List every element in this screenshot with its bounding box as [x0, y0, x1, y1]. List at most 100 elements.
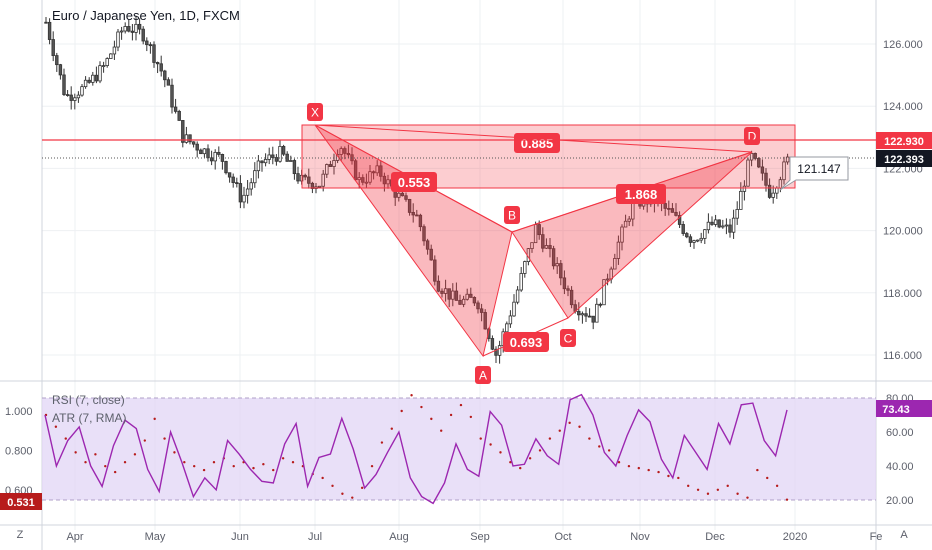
- atr-value-tag: 0.531: [0, 493, 42, 510]
- candle: [566, 285, 570, 297]
- candle-body: [440, 290, 444, 294]
- x-tick-label: Sep: [470, 531, 490, 543]
- candle-body: [415, 214, 419, 217]
- candle-body: [422, 226, 426, 242]
- candle-body: [238, 183, 243, 203]
- candle-body: [667, 207, 671, 210]
- candle-body: [281, 146, 286, 155]
- candle-body: [101, 65, 106, 67]
- candle: [148, 42, 153, 54]
- candle-body: [271, 154, 275, 158]
- candle-body: [785, 156, 790, 163]
- candle-body: [343, 148, 347, 154]
- candle: [454, 282, 459, 301]
- candle-body: [685, 233, 689, 238]
- atr-tag-text: 0.531: [7, 497, 35, 509]
- candle: [188, 134, 192, 145]
- candle: [267, 147, 271, 165]
- candle-body: [746, 159, 750, 187]
- candle-body: [242, 194, 246, 203]
- candle: [130, 24, 135, 41]
- atr-point: [637, 466, 640, 470]
- candle: [674, 203, 678, 217]
- candle: [141, 26, 145, 45]
- candle-body: [515, 289, 520, 303]
- candle-body: [760, 166, 765, 174]
- candle-body: [321, 173, 325, 187]
- candle: [281, 144, 286, 157]
- y-tick-label: 126.000: [883, 39, 923, 51]
- candle-body: [584, 313, 588, 317]
- pattern-point-label: A: [479, 369, 487, 383]
- candle: [310, 181, 315, 194]
- candle: [83, 76, 88, 89]
- candle-body: [735, 209, 739, 219]
- candle-body: [451, 290, 455, 300]
- atr-point: [746, 496, 749, 499]
- pattern-point-x: X: [307, 103, 323, 121]
- candle: [137, 18, 142, 35]
- candle: [461, 295, 466, 308]
- candle: [163, 69, 167, 88]
- candle-body: [307, 176, 311, 184]
- pattern-point-label: X: [311, 106, 319, 120]
- ratio-badge: [514, 133, 560, 153]
- candle-body: [602, 279, 606, 306]
- x-tick-label: Fe: [870, 531, 883, 543]
- y-tick-label: 116.000: [883, 350, 922, 362]
- atr-point: [390, 427, 393, 430]
- candle-body: [317, 185, 322, 188]
- candle: [447, 288, 451, 308]
- candle-body: [62, 74, 66, 95]
- candle-body: [357, 177, 361, 181]
- candle-body: [569, 289, 574, 306]
- x-tick-label: Oct: [554, 531, 571, 543]
- candle-body: [742, 185, 747, 192]
- candle: [73, 93, 77, 110]
- candle: [339, 146, 343, 162]
- candle-body: [465, 293, 469, 300]
- atr-tag-bg: [0, 493, 42, 510]
- candle-body: [231, 176, 235, 184]
- candle: [404, 192, 408, 202]
- atr-point: [607, 449, 611, 452]
- candle-body: [598, 303, 603, 306]
- candle: [278, 140, 282, 163]
- rsi-tag-text: 73.43: [882, 404, 910, 416]
- atr-point: [193, 464, 196, 468]
- candle: [706, 213, 711, 234]
- candle-body: [371, 171, 376, 174]
- atr-point: [459, 403, 463, 407]
- atr-point: [440, 429, 443, 432]
- atr-point: [202, 468, 206, 472]
- candle: [386, 174, 390, 189]
- candle: [109, 53, 113, 59]
- candle-body: [782, 161, 786, 181]
- candle: [98, 61, 102, 84]
- candle: [555, 257, 559, 274]
- x-tick-label: Jun: [231, 531, 249, 543]
- candle-body: [199, 149, 203, 155]
- candle: [62, 68, 66, 97]
- candle: [80, 84, 84, 97]
- pattern-point-d: D: [744, 127, 760, 145]
- candle-body: [217, 151, 221, 155]
- candle: [742, 180, 747, 201]
- atr-point: [163, 437, 166, 440]
- atr-point: [657, 470, 660, 474]
- candle: [548, 238, 552, 258]
- candle-body: [105, 58, 109, 66]
- candle-body: [749, 153, 754, 161]
- candle-body: [163, 70, 167, 81]
- atr-point: [677, 476, 680, 480]
- level-tag-bg: [876, 150, 932, 167]
- x-tick-label: Nov: [630, 531, 650, 543]
- atr-point: [84, 461, 87, 464]
- candle: [271, 146, 275, 165]
- ratio-label: 0.693: [503, 332, 549, 352]
- axes: Apr May Jun Jul Aug Sep Oct Nov Dec 2020 Fe 126.000…: [0, 39, 932, 543]
- candle-body: [177, 110, 181, 121]
- candle-body: [479, 308, 484, 313]
- candle: [508, 310, 513, 328]
- candle: [238, 175, 243, 209]
